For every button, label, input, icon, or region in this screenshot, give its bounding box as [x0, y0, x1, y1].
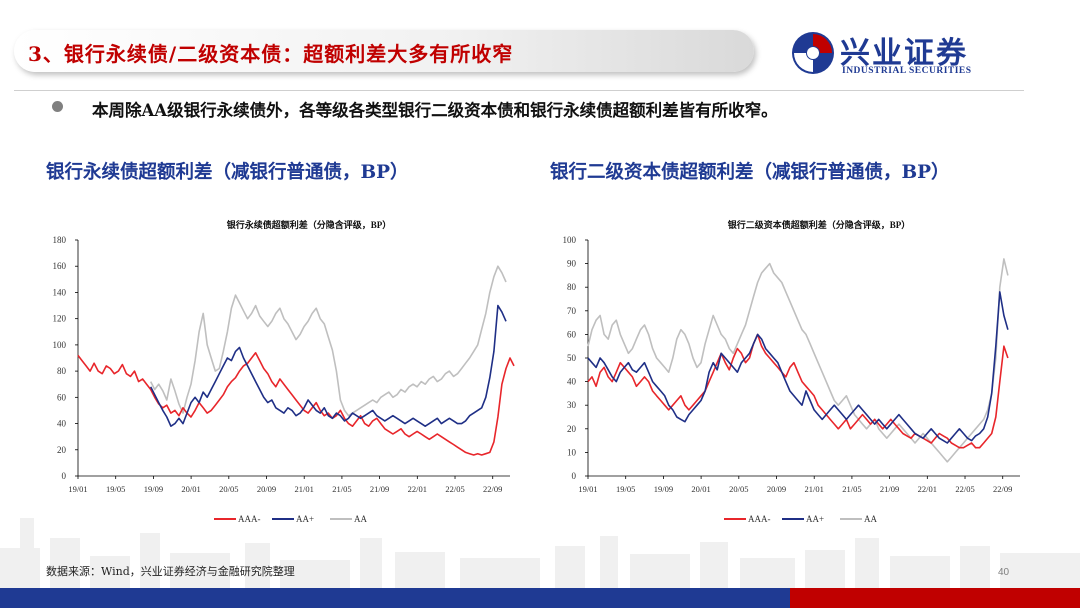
- chart-0-y-tick-label: 160: [53, 261, 67, 271]
- chart-0-x-tick-label: 22/09: [483, 484, 502, 494]
- chart-0-y-tick-label: 40: [57, 419, 67, 429]
- chart-1-legend-label: AA: [864, 514, 877, 524]
- chart-1-y-tick-label: 0: [572, 471, 577, 481]
- chart-0-y-tick-label: 60: [57, 392, 67, 402]
- chart-1-x-tick-label: 20/09: [767, 484, 786, 494]
- chart-1-x-tick-label: 20/05: [729, 484, 748, 494]
- title-bar: [14, 30, 754, 72]
- chart-0-x-tick-label: 19/01: [68, 484, 87, 494]
- chart-1-y-tick-label: 50: [567, 353, 577, 363]
- chart-right-section-title: 银行二级资本债超额利差（减银行普通债，BP）: [550, 162, 950, 183]
- chart-1-y-tick-label: 80: [567, 282, 577, 292]
- page-title: 3、银行永续债/二级资本债：超额利差大多有所收窄: [28, 42, 514, 66]
- chart-1-y-tick-label: 100: [563, 235, 577, 245]
- chart-0-series-AA: [149, 265, 507, 417]
- chart-0-x-tick-label: 19/09: [144, 484, 163, 494]
- chart-1-x-tick-label: 22/01: [918, 484, 937, 494]
- chart-1-series-AAAminus: [587, 333, 1009, 449]
- chart-1-x-tick-label: 22/09: [993, 484, 1012, 494]
- logo: 兴业证券 INDUSTRIAL SECURITIES: [790, 28, 1010, 78]
- chart-0-y-tick-label: 120: [53, 314, 67, 324]
- chart-1-series-AA: [587, 258, 1009, 463]
- chart-1-y-tick-label: 70: [567, 306, 577, 316]
- chart-0-x-tick-label: 21/05: [332, 484, 351, 494]
- chart-0-x-tick-label: 22/01: [408, 484, 427, 494]
- footer-bar-red: [790, 588, 1080, 608]
- chart-1-x-tick-label: 22/05: [955, 484, 974, 494]
- chart-0-x-tick-label: 21/09: [370, 484, 389, 494]
- chart-1-legend-label: AA+: [806, 514, 824, 524]
- chart-0-x-tick-label: 21/01: [295, 484, 314, 494]
- chart-1-x-tick-label: 21/05: [842, 484, 861, 494]
- chart-0-series-AAAminus: [77, 352, 515, 456]
- chart-1-y-tick-label: 10: [567, 447, 577, 457]
- chart-0-legend-label: AAA-: [238, 514, 261, 524]
- chart-0-legend-label: AA: [354, 514, 367, 524]
- logo-text-en: INDUSTRIAL SECURITIES: [842, 66, 972, 76]
- chart-0-x-tick-label: 20/09: [257, 484, 276, 494]
- chart-0-y-tick-label: 0: [62, 471, 67, 481]
- summary-text: 本周除AA级银行永续债外，各等级各类型银行二级资本债和银行永续债超额利差皆有所收…: [92, 101, 778, 120]
- chart-1-x-tick-label: 21/09: [880, 484, 899, 494]
- chart-left: 银行永续债超额利差（分隐含评级，BP） 0 20 40 60 80 100 120 140 160…: [53, 219, 515, 524]
- chart-1-x-tick-label: 20/01: [691, 484, 710, 494]
- chart-1-legend-label: AAA-: [748, 514, 771, 524]
- logo-text-cn: 兴业证券: [840, 36, 968, 71]
- bullet-icon: [52, 101, 63, 112]
- chart-1-y-tick-label: 90: [567, 259, 577, 269]
- chart-0-title: 银行永续债超额利差（分隐含评级，BP）: [227, 219, 392, 230]
- chart-0-x-tick-label: 20/05: [219, 484, 238, 494]
- chart-0-y-tick-label: 80: [57, 366, 67, 376]
- chart-0-legend-label: AA+: [296, 514, 314, 524]
- logo-icon: [792, 32, 834, 74]
- chart-0-x-tick-label: 22/05: [445, 484, 464, 494]
- chart-0-x-tick-label: 20/01: [181, 484, 200, 494]
- chart-1-title: 银行二级资本债超额利差（分隐含评级，BP）: [728, 219, 911, 230]
- chart-0-y-tick-label: 180: [53, 235, 67, 245]
- page-number: 40: [998, 567, 1010, 578]
- chart-1-y-tick-label: 60: [567, 329, 577, 339]
- chart-0-x-tick-label: 19/05: [106, 484, 125, 494]
- chart-0-series-AAplus: [149, 304, 507, 427]
- chart-left-section-title: 银行永续债超额利差（减银行普通债，BP）: [46, 162, 409, 183]
- chart-0-y-tick-label: 140: [53, 287, 67, 297]
- chart-1-y-tick-label: 40: [567, 377, 577, 387]
- chart-right: 银行二级资本债超额利差（分隐含评级，BP） 0 10 20 30 40 50 60 70 80 90…: [563, 219, 1020, 524]
- chart-1-x-tick-label: 19/01: [578, 484, 597, 494]
- chart-0-y-tick-label: 20: [57, 445, 67, 455]
- chart-1-y-tick-label: 20: [567, 424, 577, 434]
- skyline-decoration: [0, 518, 1080, 588]
- data-source-note: 数据来源：Wind，兴业证券经济与金融研究院整理: [46, 565, 295, 578]
- chart-0-y-tick-label: 100: [53, 340, 67, 350]
- chart-1-series-AAplus: [587, 291, 1009, 444]
- chart-1-x-tick-label: 19/05: [616, 484, 635, 494]
- footer-bar-blue: [0, 588, 790, 608]
- chart-1-y-tick-label: 30: [567, 400, 577, 410]
- chart-1-x-tick-label: 19/09: [654, 484, 673, 494]
- chart-1-x-tick-label: 21/01: [805, 484, 824, 494]
- header-divider: [14, 90, 1024, 91]
